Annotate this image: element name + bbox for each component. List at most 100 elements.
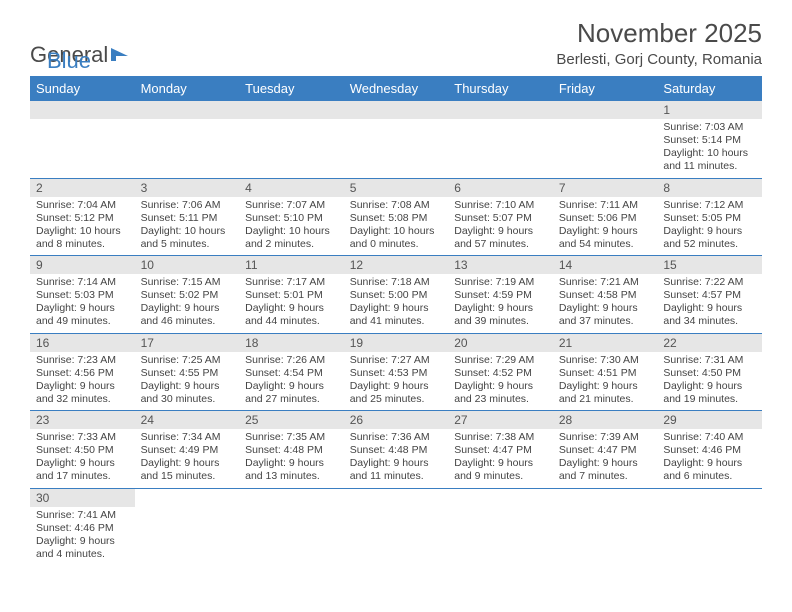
day-number: 5 bbox=[344, 179, 449, 197]
daylight-line: Daylight: 10 hours bbox=[36, 225, 129, 238]
daylight-line: Daylight: 9 hours bbox=[350, 302, 443, 315]
day-details: Sunrise: 7:34 AMSunset: 4:49 PMDaylight:… bbox=[135, 429, 240, 488]
day-number-empty bbox=[344, 101, 449, 119]
sunrise-line: Sunrise: 7:34 AM bbox=[141, 431, 234, 444]
sunrise-line: Sunrise: 7:30 AM bbox=[559, 354, 652, 367]
daylight-line: and 25 minutes. bbox=[350, 393, 443, 406]
sunrise-line: Sunrise: 7:25 AM bbox=[141, 354, 234, 367]
daylight-line: Daylight: 9 hours bbox=[245, 380, 338, 393]
calendar-day-cell: 1Sunrise: 7:03 AMSunset: 5:14 PMDaylight… bbox=[657, 101, 762, 178]
daylight-line: Daylight: 9 hours bbox=[141, 380, 234, 393]
calendar-day-cell: 13Sunrise: 7:19 AMSunset: 4:59 PMDayligh… bbox=[448, 256, 553, 334]
sunrise-line: Sunrise: 7:40 AM bbox=[663, 431, 756, 444]
day-details: Sunrise: 7:36 AMSunset: 4:48 PMDaylight:… bbox=[344, 429, 449, 488]
sunrise-line: Sunrise: 7:07 AM bbox=[245, 199, 338, 212]
sunset-line: Sunset: 5:03 PM bbox=[36, 289, 129, 302]
daylight-line: and 23 minutes. bbox=[454, 393, 547, 406]
sunrise-line: Sunrise: 7:03 AM bbox=[663, 121, 756, 134]
day-details: Sunrise: 7:39 AMSunset: 4:47 PMDaylight:… bbox=[553, 429, 658, 488]
calendar-day-cell: 26Sunrise: 7:36 AMSunset: 4:48 PMDayligh… bbox=[344, 411, 449, 489]
daylight-line: Daylight: 9 hours bbox=[36, 535, 129, 548]
daylight-line: and 6 minutes. bbox=[663, 470, 756, 483]
sunset-line: Sunset: 4:49 PM bbox=[141, 444, 234, 457]
daylight-line: Daylight: 9 hours bbox=[663, 457, 756, 470]
day-details: Sunrise: 7:07 AMSunset: 5:10 PMDaylight:… bbox=[239, 197, 344, 256]
day-number: 26 bbox=[344, 411, 449, 429]
daylight-line: and 11 minutes. bbox=[663, 160, 756, 173]
calendar-day-cell: 29Sunrise: 7:40 AMSunset: 4:46 PMDayligh… bbox=[657, 411, 762, 489]
calendar-day-cell: 7Sunrise: 7:11 AMSunset: 5:06 PMDaylight… bbox=[553, 178, 658, 256]
daylight-line: and 5 minutes. bbox=[141, 238, 234, 251]
daylight-line: and 57 minutes. bbox=[454, 238, 547, 251]
day-number: 1 bbox=[657, 101, 762, 119]
sunrise-line: Sunrise: 7:33 AM bbox=[36, 431, 129, 444]
day-details: Sunrise: 7:03 AMSunset: 5:14 PMDaylight:… bbox=[657, 119, 762, 178]
sunrise-line: Sunrise: 7:04 AM bbox=[36, 199, 129, 212]
calendar-day-cell: 21Sunrise: 7:30 AMSunset: 4:51 PMDayligh… bbox=[553, 333, 658, 411]
sunrise-line: Sunrise: 7:26 AM bbox=[245, 354, 338, 367]
day-number: 10 bbox=[135, 256, 240, 274]
daylight-line: Daylight: 9 hours bbox=[559, 225, 652, 238]
daylight-line: and 17 minutes. bbox=[36, 470, 129, 483]
sunrise-line: Sunrise: 7:23 AM bbox=[36, 354, 129, 367]
day-number-empty bbox=[553, 101, 658, 119]
calendar-day-cell: 18Sunrise: 7:26 AMSunset: 4:54 PMDayligh… bbox=[239, 333, 344, 411]
day-number: 23 bbox=[30, 411, 135, 429]
daylight-line: and 15 minutes. bbox=[141, 470, 234, 483]
sunset-line: Sunset: 5:08 PM bbox=[350, 212, 443, 225]
day-details: Sunrise: 7:17 AMSunset: 5:01 PMDaylight:… bbox=[239, 274, 344, 333]
daylight-line: Daylight: 9 hours bbox=[559, 380, 652, 393]
day-number: 22 bbox=[657, 334, 762, 352]
day-details: Sunrise: 7:41 AMSunset: 4:46 PMDaylight:… bbox=[30, 507, 135, 566]
day-details: Sunrise: 7:10 AMSunset: 5:07 PMDaylight:… bbox=[448, 197, 553, 256]
daylight-line: and 49 minutes. bbox=[36, 315, 129, 328]
sunset-line: Sunset: 5:10 PM bbox=[245, 212, 338, 225]
day-details: Sunrise: 7:33 AMSunset: 4:50 PMDaylight:… bbox=[30, 429, 135, 488]
day-number: 4 bbox=[239, 179, 344, 197]
calendar-day-cell: 6Sunrise: 7:10 AMSunset: 5:07 PMDaylight… bbox=[448, 178, 553, 256]
sunset-line: Sunset: 4:51 PM bbox=[559, 367, 652, 380]
daylight-line: Daylight: 9 hours bbox=[559, 457, 652, 470]
sunrise-line: Sunrise: 7:11 AM bbox=[559, 199, 652, 212]
calendar-day-cell bbox=[657, 488, 762, 565]
sunset-line: Sunset: 5:07 PM bbox=[454, 212, 547, 225]
daylight-line: Daylight: 9 hours bbox=[454, 380, 547, 393]
daylight-line: Daylight: 9 hours bbox=[36, 457, 129, 470]
calendar-day-cell bbox=[448, 488, 553, 565]
daylight-line: Daylight: 9 hours bbox=[663, 225, 756, 238]
daylight-line: and 19 minutes. bbox=[663, 393, 756, 406]
sunset-line: Sunset: 4:58 PM bbox=[559, 289, 652, 302]
sunrise-line: Sunrise: 7:14 AM bbox=[36, 276, 129, 289]
sunset-line: Sunset: 4:55 PM bbox=[141, 367, 234, 380]
sunrise-line: Sunrise: 7:22 AM bbox=[663, 276, 756, 289]
sunset-line: Sunset: 5:05 PM bbox=[663, 212, 756, 225]
sunrise-line: Sunrise: 7:10 AM bbox=[454, 199, 547, 212]
daylight-line: and 32 minutes. bbox=[36, 393, 129, 406]
daylight-line: and 2 minutes. bbox=[245, 238, 338, 251]
day-number: 17 bbox=[135, 334, 240, 352]
sunset-line: Sunset: 4:46 PM bbox=[36, 522, 129, 535]
calendar-day-cell bbox=[553, 101, 658, 178]
sunset-line: Sunset: 4:48 PM bbox=[350, 444, 443, 457]
day-details: Sunrise: 7:04 AMSunset: 5:12 PMDaylight:… bbox=[30, 197, 135, 256]
day-number: 20 bbox=[448, 334, 553, 352]
day-number: 9 bbox=[30, 256, 135, 274]
daylight-line: Daylight: 9 hours bbox=[350, 457, 443, 470]
daylight-line: Daylight: 9 hours bbox=[245, 457, 338, 470]
day-details: Sunrise: 7:15 AMSunset: 5:02 PMDaylight:… bbox=[135, 274, 240, 333]
sunset-line: Sunset: 4:50 PM bbox=[663, 367, 756, 380]
sunrise-line: Sunrise: 7:17 AM bbox=[245, 276, 338, 289]
day-number: 29 bbox=[657, 411, 762, 429]
calendar-day-cell: 28Sunrise: 7:39 AMSunset: 4:47 PMDayligh… bbox=[553, 411, 658, 489]
daylight-line: Daylight: 9 hours bbox=[350, 380, 443, 393]
daylight-line: and 41 minutes. bbox=[350, 315, 443, 328]
sunset-line: Sunset: 4:57 PM bbox=[663, 289, 756, 302]
day-details: Sunrise: 7:12 AMSunset: 5:05 PMDaylight:… bbox=[657, 197, 762, 256]
sunrise-line: Sunrise: 7:15 AM bbox=[141, 276, 234, 289]
daylight-line: and 11 minutes. bbox=[350, 470, 443, 483]
daylight-line: Daylight: 10 hours bbox=[141, 225, 234, 238]
calendar-day-cell: 30Sunrise: 7:41 AMSunset: 4:46 PMDayligh… bbox=[30, 488, 135, 565]
calendar-day-cell: 25Sunrise: 7:35 AMSunset: 4:48 PMDayligh… bbox=[239, 411, 344, 489]
day-number: 24 bbox=[135, 411, 240, 429]
day-details: Sunrise: 7:23 AMSunset: 4:56 PMDaylight:… bbox=[30, 352, 135, 411]
